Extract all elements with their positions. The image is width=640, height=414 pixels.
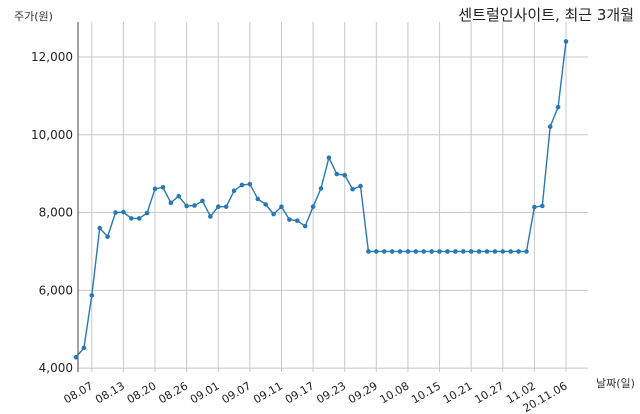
data-point (160, 184, 166, 190)
data-point (563, 39, 569, 44)
data-point (192, 203, 197, 208)
y-tick-label: 4,000 (39, 361, 73, 375)
data-point (255, 196, 261, 202)
data-point (247, 181, 253, 187)
data-point (547, 124, 553, 129)
data-point (310, 204, 316, 210)
data-point (516, 249, 521, 254)
data-point (200, 198, 205, 204)
data-point (429, 249, 434, 254)
data-point (208, 214, 213, 219)
data-point (468, 249, 474, 254)
data-point (326, 155, 332, 161)
data-point (144, 210, 150, 216)
x-tick-label: 08.07 (62, 379, 96, 406)
data-point (263, 202, 268, 207)
data-point (508, 249, 513, 254)
data-point (413, 249, 419, 254)
y-axis-label: 주가(원) (14, 10, 53, 23)
x-tick-label: 08.26 (156, 379, 190, 406)
data-point (271, 211, 276, 217)
data-point (397, 249, 403, 254)
data-point (215, 204, 221, 210)
data-point (524, 249, 529, 254)
data-point (374, 249, 379, 254)
series-line (75, 41, 567, 358)
data-point (239, 182, 245, 188)
data-point (136, 216, 142, 221)
data-point (73, 354, 79, 360)
x-tick-label: 09.17 (283, 379, 317, 406)
data-point (381, 249, 387, 254)
x-tick-label: 10.27 (472, 379, 506, 406)
data-point (421, 249, 427, 254)
data-point (81, 345, 87, 351)
data-point (492, 249, 498, 254)
chart-title: 센트럴인사이트, 최근 3개월 (458, 6, 634, 24)
data-point (279, 204, 284, 210)
data-point (97, 225, 103, 231)
x-tick-label: 09.23 (314, 379, 348, 406)
x-tick-label: 08.20 (125, 379, 159, 406)
data-point (184, 203, 189, 209)
data-point (389, 249, 395, 254)
data-point (350, 186, 355, 192)
data-point (302, 223, 308, 229)
data-point (176, 193, 182, 199)
x-tick-label: 08.13 (93, 379, 127, 406)
data-point (539, 203, 545, 209)
data-point (152, 186, 158, 192)
data-point (453, 249, 458, 254)
data-point (366, 249, 371, 254)
data-point (294, 218, 300, 224)
data-point (476, 249, 482, 254)
data-point (223, 204, 229, 210)
data-point (121, 209, 126, 215)
data-point (287, 217, 292, 222)
y-tick-label: 8,000 (39, 206, 73, 220)
data-point (405, 249, 411, 254)
x-tick-label: 09.01 (188, 379, 222, 406)
data-point (334, 171, 340, 177)
data-point (437, 249, 442, 254)
x-tick-label: 10.15 (409, 379, 443, 406)
data-point (113, 210, 118, 215)
data-point (129, 216, 134, 221)
x-tick-label: 10.08 (378, 379, 412, 406)
x-tick-label: 09.11 (251, 379, 285, 406)
x-tick-label: 09.07 (220, 379, 254, 406)
x-axis-label: 날짜(일) (596, 377, 635, 390)
y-tick-label: 6,000 (39, 283, 73, 297)
data-point (89, 293, 95, 298)
data-point (168, 200, 174, 206)
y-tick-label: 12,000 (31, 50, 73, 64)
data-point (358, 183, 363, 189)
data-point (445, 249, 450, 254)
data-point (500, 249, 506, 254)
data-point (231, 188, 237, 194)
x-tick-label: 09.29 (346, 379, 380, 406)
data-point (105, 234, 110, 239)
x-tick-label: 10.21 (441, 379, 475, 406)
y-tick-label: 10,000 (31, 128, 73, 142)
data-point (460, 249, 466, 254)
data-point (484, 249, 490, 254)
data-point (318, 186, 324, 191)
data-point (555, 104, 561, 110)
data-point (342, 172, 348, 178)
data-point (532, 204, 537, 210)
